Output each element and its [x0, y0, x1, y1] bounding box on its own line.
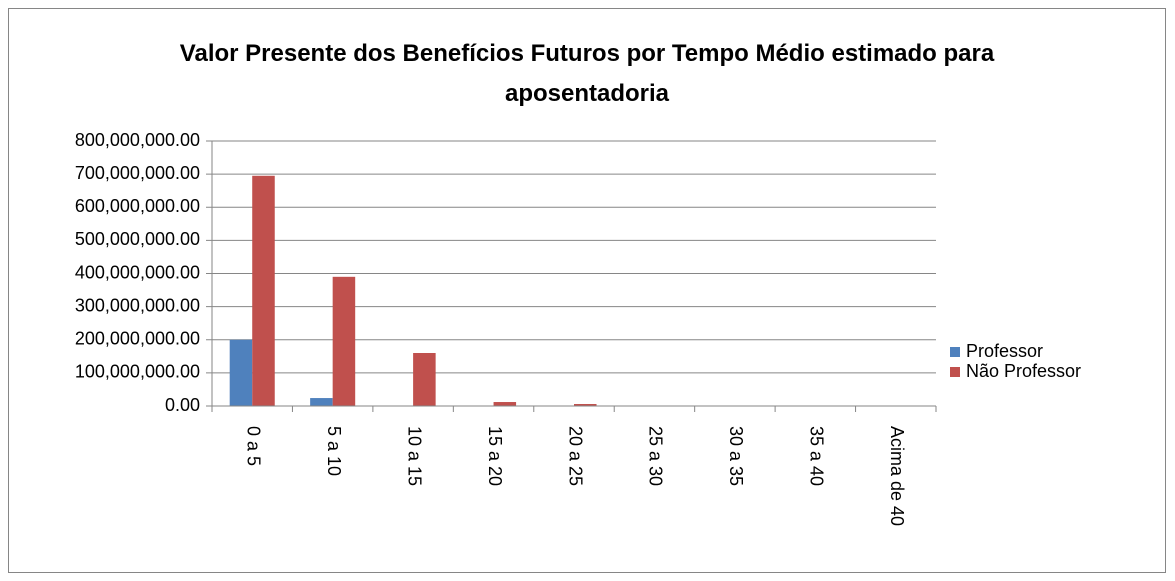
y-tick-label: 500,000,000.00 — [75, 229, 200, 249]
bar — [229, 339, 253, 406]
x-tick-label: 15 a 20 — [485, 426, 505, 486]
y-tick-label: 100,000,000.00 — [75, 362, 200, 382]
bar — [332, 276, 356, 406]
bar — [493, 402, 517, 406]
bar — [252, 175, 275, 406]
legend-swatch — [950, 367, 960, 377]
y-tick-label: 200,000,000.00 — [75, 329, 200, 349]
bar — [413, 353, 436, 406]
legend-label: Não Professor — [966, 361, 1081, 381]
chart-border — [8, 8, 1166, 573]
y-tick-label: 700,000,000.00 — [75, 163, 200, 183]
legend-swatch — [950, 347, 960, 357]
x-tick-label: 5 a 10 — [324, 426, 344, 476]
chart-title: Valor Presente dos Benefícios Futuros po… — [179, 40, 995, 107]
x-tick-label: 0 a 5 — [243, 426, 263, 466]
x-tick-label: 35 a 40 — [807, 426, 827, 486]
y-tick-label: 300,000,000.00 — [75, 295, 200, 315]
bar — [574, 404, 597, 406]
y-tick-label: 0.00 — [165, 395, 200, 415]
y-tick-label: 400,000,000.00 — [75, 262, 200, 282]
title-box: Valor Presente dos Benefícios Futuros po… — [179, 40, 995, 107]
x-tick-label: 20 a 25 — [565, 426, 585, 486]
bar — [310, 398, 333, 406]
x-tick-label: 25 a 30 — [646, 426, 666, 486]
x-tick-label: 30 a 35 — [726, 426, 746, 486]
legend-label: Professor — [966, 341, 1043, 361]
x-tick-label: 10 a 15 — [404, 426, 424, 486]
y-tick-label: 800,000,000.00 — [75, 130, 200, 150]
x-tick-label: Acima de 40 — [887, 426, 907, 526]
y-tick-label: 600,000,000.00 — [75, 196, 200, 216]
